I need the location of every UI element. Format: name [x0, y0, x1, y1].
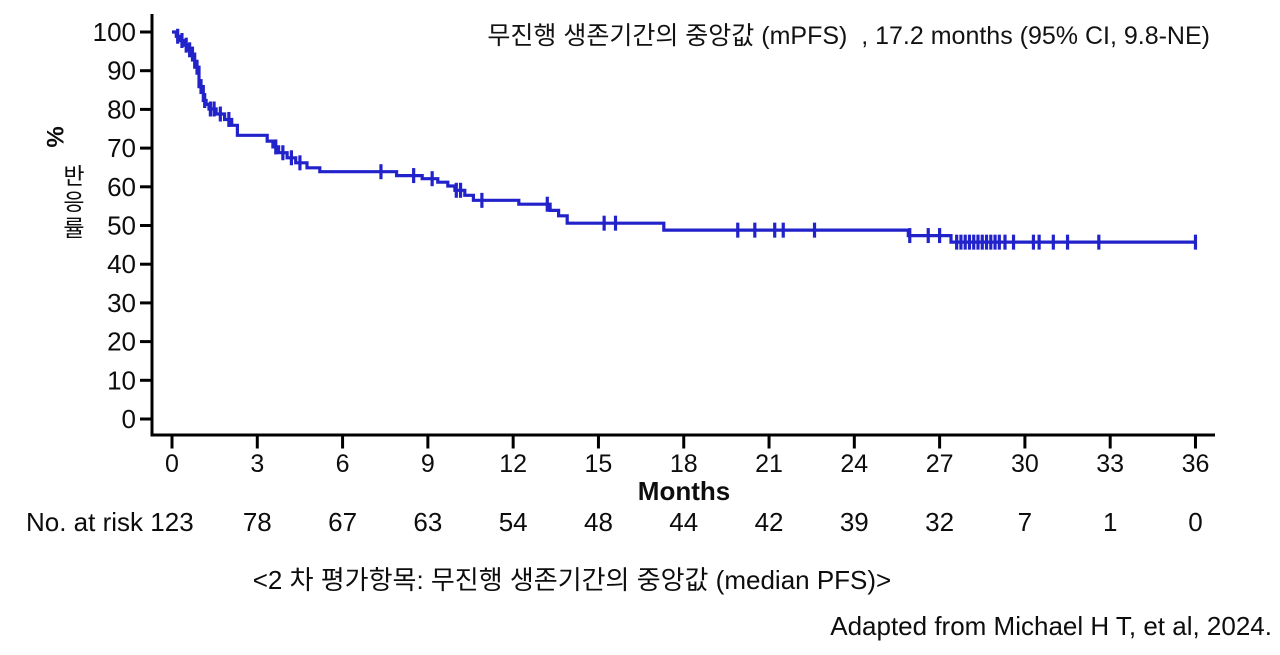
at-risk-count: 0 — [1188, 507, 1202, 537]
x-tick-label: 3 — [250, 450, 264, 478]
x-tick-label: 15 — [585, 450, 613, 478]
at-risk-count: 48 — [584, 507, 613, 537]
figure-caption: <2 차 평가항목: 무진행 생존기간의 중앙값 (median PFS)> — [252, 565, 892, 595]
at-risk-count: 7 — [1018, 507, 1032, 537]
y-tick-label: 60 — [107, 172, 136, 202]
at-risk-count: 32 — [925, 507, 954, 537]
y-tick-label: 30 — [107, 288, 136, 318]
y-tick-label: 10 — [107, 365, 136, 395]
at-risk-count: 54 — [499, 507, 528, 537]
y-tick-label: 0 — [122, 404, 136, 434]
at-risk-count: 44 — [669, 507, 698, 537]
y-tick-label: 50 — [107, 211, 136, 241]
at-risk-count: 63 — [413, 507, 442, 537]
x-tick-label: 36 — [1182, 450, 1210, 478]
x-axis-title: Months — [637, 476, 731, 506]
at-risk-count: 42 — [755, 507, 784, 537]
x-tick-label: 9 — [421, 450, 435, 478]
x-tick-label: 27 — [926, 450, 954, 478]
y-tick-label: 40 — [107, 249, 136, 279]
y-axis-title: 반응률 — [59, 164, 85, 242]
at-risk-count: 78 — [243, 507, 272, 537]
source-attribution: Adapted from Michael H T, et al, 2024. — [830, 611, 1272, 641]
y-tick-label: 80 — [107, 94, 136, 124]
at-risk-count: 39 — [840, 507, 869, 537]
x-tick-label: 24 — [840, 450, 868, 478]
y-tick-label: 20 — [107, 327, 136, 357]
x-tick-label: 6 — [336, 450, 350, 478]
y-tick-label: 90 — [107, 56, 136, 86]
x-tick-label: 12 — [499, 450, 527, 478]
chart-annotation-mpfs: 무진행 생존기간의 중앙값 (mPFS) , 17.2 months (95% … — [487, 22, 1210, 50]
km-curve — [172, 30, 1196, 244]
x-tick-label: 0 — [165, 450, 179, 478]
x-tick-label: 33 — [1096, 450, 1124, 478]
y-axis-unit-label: % — [42, 126, 70, 148]
y-tick-label: 70 — [107, 133, 136, 163]
at-risk-count: 1 — [1103, 507, 1117, 537]
x-tick-label: 21 — [755, 450, 783, 478]
x-tick-label: 30 — [1011, 450, 1039, 478]
at-risk-count: 67 — [328, 507, 357, 537]
x-tick-label: 18 — [670, 450, 698, 478]
at-risk-count: 123 — [150, 507, 193, 537]
no-at-risk-label: No. at risk — [26, 507, 144, 537]
y-tick-label: 100 — [93, 17, 136, 47]
